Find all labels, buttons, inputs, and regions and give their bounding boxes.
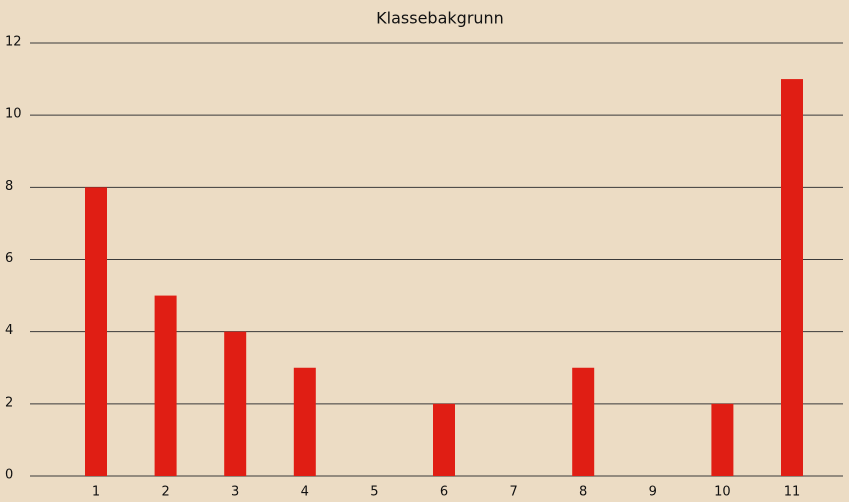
x-tick-label: 8 bbox=[579, 485, 587, 500]
bar bbox=[85, 187, 107, 477]
x-tick-label: 3 bbox=[231, 485, 239, 500]
bar bbox=[781, 79, 803, 476]
x-tick-label: 2 bbox=[161, 485, 169, 500]
bar bbox=[293, 367, 316, 476]
y-tick-label: 2 bbox=[5, 395, 13, 410]
y-tick-label: 12 bbox=[5, 35, 22, 50]
bar bbox=[224, 331, 247, 476]
y-tick-label: 10 bbox=[5, 107, 22, 122]
x-tick-label: 4 bbox=[301, 485, 309, 500]
x-tick-label: 7 bbox=[509, 485, 517, 500]
x-tick-label: 1 bbox=[92, 485, 100, 500]
bar bbox=[433, 403, 455, 476]
chart-title: Klassebakgrunn bbox=[376, 9, 504, 28]
y-tick-label: 8 bbox=[5, 179, 13, 194]
x-tick-label: 5 bbox=[370, 485, 378, 500]
y-tick-label: 0 bbox=[5, 468, 13, 483]
y-tick-label: 4 bbox=[5, 323, 13, 338]
x-tick-label: 9 bbox=[649, 485, 657, 500]
x-tick-label: 10 bbox=[714, 485, 731, 500]
bar bbox=[711, 403, 734, 476]
bar bbox=[154, 295, 177, 476]
bar bbox=[572, 367, 595, 476]
y-tick-label: 6 bbox=[5, 251, 13, 266]
x-tick-label: 6 bbox=[440, 485, 448, 500]
x-tick-label: 11 bbox=[784, 485, 801, 500]
